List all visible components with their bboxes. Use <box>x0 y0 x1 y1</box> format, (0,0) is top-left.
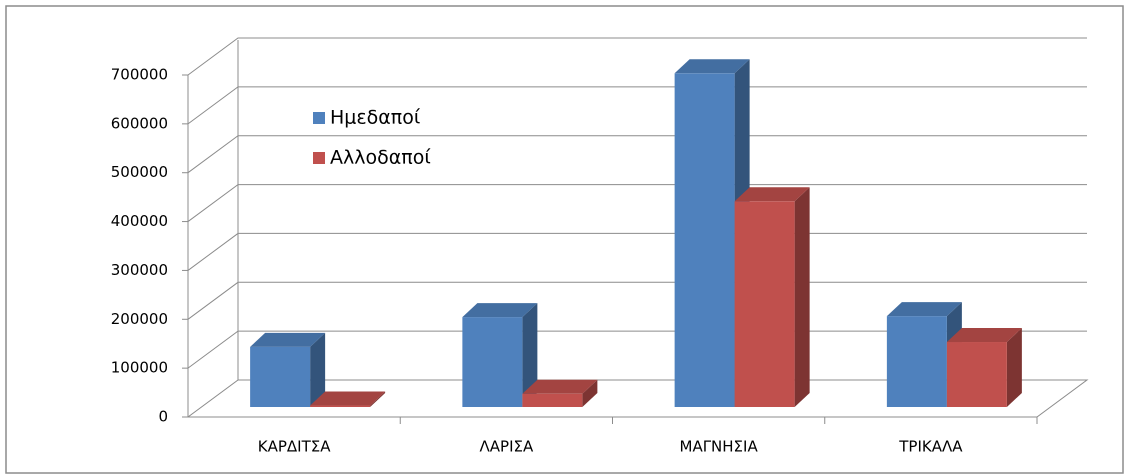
grid-line <box>187 135 1087 174</box>
bar-side <box>1006 328 1022 407</box>
bar-side <box>370 391 386 407</box>
bar-side <box>582 379 598 407</box>
bar-top <box>946 328 1022 343</box>
bar-top <box>462 303 538 318</box>
bar-top <box>310 391 386 406</box>
x-tick-label: ΚΑΡΔΙΤΣΑ <box>258 438 331 456</box>
x-tick-label: ΛΑΡΙΣΑ <box>480 438 534 456</box>
bar <box>946 342 1007 407</box>
legend-swatch <box>313 112 325 124</box>
legend-label: Ημεδαποί <box>330 107 421 129</box>
y-tick-label: 100000 <box>111 359 168 377</box>
y-tick-label: 200000 <box>111 310 168 328</box>
floor <box>186 379 1089 418</box>
y-tick-label: 300000 <box>111 261 168 279</box>
y-tick-label: 700000 <box>111 66 168 84</box>
legend-swatch <box>313 152 325 164</box>
bar <box>310 405 371 407</box>
bar-side <box>310 332 326 407</box>
bar <box>250 346 311 407</box>
bar <box>522 393 583 407</box>
y-tick-label: 0 <box>158 408 168 426</box>
y-tick-label: 400000 <box>111 212 168 230</box>
legend-label: Αλλοδαποί <box>330 147 431 169</box>
bar <box>674 73 735 407</box>
bar <box>462 317 523 407</box>
grid-line <box>187 184 1087 222</box>
x-tick-label: ΜΑΓΝΗΣΙΑ <box>680 438 759 456</box>
bar <box>886 316 947 407</box>
bar-top <box>886 302 962 317</box>
bar <box>734 201 795 407</box>
y-tick-label: 600000 <box>111 114 168 132</box>
bar-side <box>794 187 810 407</box>
bar-top <box>674 59 750 74</box>
bar-top <box>522 379 598 394</box>
grid-line <box>187 86 1087 125</box>
grid-line <box>187 37 1087 76</box>
bar-top <box>250 332 326 347</box>
bar-top <box>734 187 810 202</box>
x-tick-label: ΤΡΙΚΑΛΑ <box>898 438 963 456</box>
bar-side <box>522 303 538 407</box>
y-tick-label: 500000 <box>111 163 168 181</box>
